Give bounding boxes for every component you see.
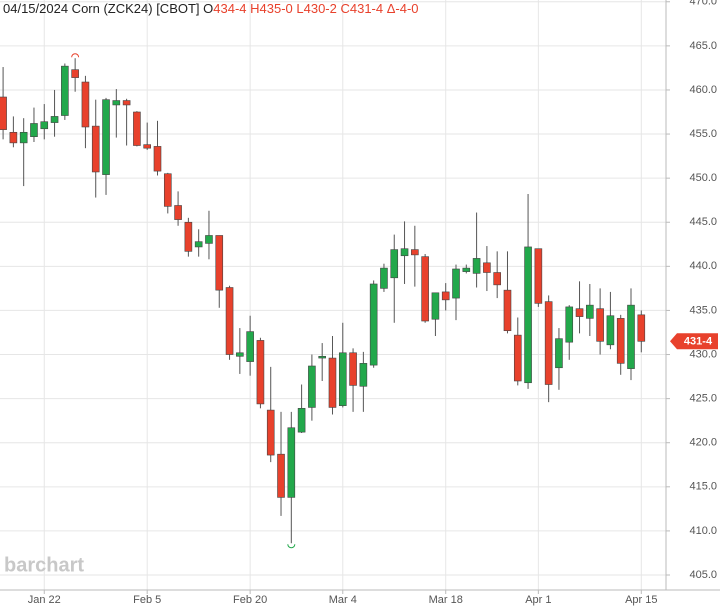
y-tick-label: 405.0 xyxy=(689,569,717,581)
candle-body xyxy=(194,241,203,248)
candle-body xyxy=(524,246,532,384)
candle-body xyxy=(215,235,224,291)
candle-body xyxy=(256,340,265,405)
candle-body xyxy=(596,308,604,342)
candle-body xyxy=(606,315,615,346)
y-tick-label: 460.0 xyxy=(689,84,717,96)
candle-body xyxy=(122,100,131,106)
candles xyxy=(0,53,646,549)
grid xyxy=(0,0,666,590)
candle-body xyxy=(266,409,275,456)
candle-body xyxy=(287,427,296,498)
x-tick-label: Jan 22 xyxy=(28,594,61,606)
y-tick-label: 470.0 xyxy=(689,0,717,8)
candle-body xyxy=(380,267,388,289)
last-price-badge xyxy=(670,333,718,350)
candle-body xyxy=(236,352,244,357)
candle-body xyxy=(246,331,254,362)
candle-body xyxy=(400,248,409,257)
candle-body xyxy=(112,100,121,106)
candle-body xyxy=(472,258,481,274)
candle-body xyxy=(586,304,594,319)
candle-body xyxy=(71,69,79,78)
candle-body xyxy=(91,125,100,173)
candle-body xyxy=(452,268,460,299)
x-tick-label: Feb 20 xyxy=(233,594,267,606)
candle-body xyxy=(205,235,213,244)
candle-body xyxy=(9,131,18,144)
candle-body xyxy=(338,352,347,406)
candle-body xyxy=(61,65,69,116)
candle-body xyxy=(513,334,522,382)
candle-body xyxy=(318,355,326,359)
candle-body xyxy=(616,318,625,364)
candle-body xyxy=(369,283,378,366)
candle-body xyxy=(544,301,553,385)
watermark: barchart xyxy=(4,554,84,576)
candle-body xyxy=(277,453,285,498)
y-tick-label: 410.0 xyxy=(689,525,717,537)
candle-body xyxy=(50,116,59,123)
candle-body xyxy=(441,291,450,301)
chart-title: 04/15/2024 Corn (ZCK24) [CBOT] O434-4 H4… xyxy=(3,1,419,16)
candle-body xyxy=(575,308,584,317)
candle-body xyxy=(503,289,512,332)
candle-body xyxy=(555,338,563,369)
candle-body xyxy=(184,221,193,252)
x-tick-label: Apr 1 xyxy=(525,594,551,606)
title: 04/15/2024 Corn (ZCK24) [CBOT] O xyxy=(3,1,213,16)
candle-body xyxy=(534,248,543,304)
candle-body xyxy=(431,292,440,320)
candle-body xyxy=(133,111,141,146)
candle-body xyxy=(225,287,234,355)
candle-body xyxy=(390,249,399,279)
candle-body xyxy=(421,256,429,322)
y-tick-label: 430.0 xyxy=(689,348,717,360)
high-marker xyxy=(71,53,80,58)
y-tick-label: 455.0 xyxy=(689,128,717,140)
candle-body xyxy=(81,81,90,128)
candle-body xyxy=(308,365,316,408)
y-tick-label: 445.0 xyxy=(689,216,717,228)
y-tick-label: 465.0 xyxy=(689,40,717,52)
candle-body xyxy=(174,205,182,220)
y-tick-label: 440.0 xyxy=(689,260,717,272)
x-tick-label: Apr 15 xyxy=(625,594,657,606)
x-tick-label: Feb 5 xyxy=(133,594,161,606)
candle-body xyxy=(19,131,28,144)
candle-body xyxy=(328,357,337,408)
candle-body xyxy=(153,146,162,172)
candle-body xyxy=(493,272,501,286)
y-tick-label: 420.0 xyxy=(689,437,717,449)
x-tick-label: Mar 4 xyxy=(329,594,357,606)
y-tick-label: 415.0 xyxy=(689,481,717,493)
low-marker xyxy=(287,544,296,549)
candle-body xyxy=(483,262,491,273)
candle-body xyxy=(30,123,38,137)
candle-body xyxy=(0,96,7,130)
candle-body xyxy=(565,306,574,343)
candle-body xyxy=(102,99,110,175)
y-tick-label: 435.0 xyxy=(689,304,717,316)
candle-body xyxy=(349,352,357,386)
candle-body xyxy=(627,304,635,369)
y-tick-label: 425.0 xyxy=(689,393,717,405)
candle-body xyxy=(143,144,151,149)
candle-body xyxy=(40,121,49,130)
candle-body xyxy=(359,363,368,387)
quote: 434-4 H435-0 L430-2 C431-4 Δ-4-0 xyxy=(213,1,418,16)
candle-body xyxy=(462,267,471,272)
candle-body xyxy=(411,249,419,256)
y-tick-label: 450.0 xyxy=(689,172,717,184)
last-price-label: 431-4 xyxy=(684,336,713,348)
candle-body xyxy=(637,314,646,342)
x-tick-label: Mar 18 xyxy=(429,594,463,606)
candle-body xyxy=(163,173,172,207)
candle-body xyxy=(297,408,306,433)
